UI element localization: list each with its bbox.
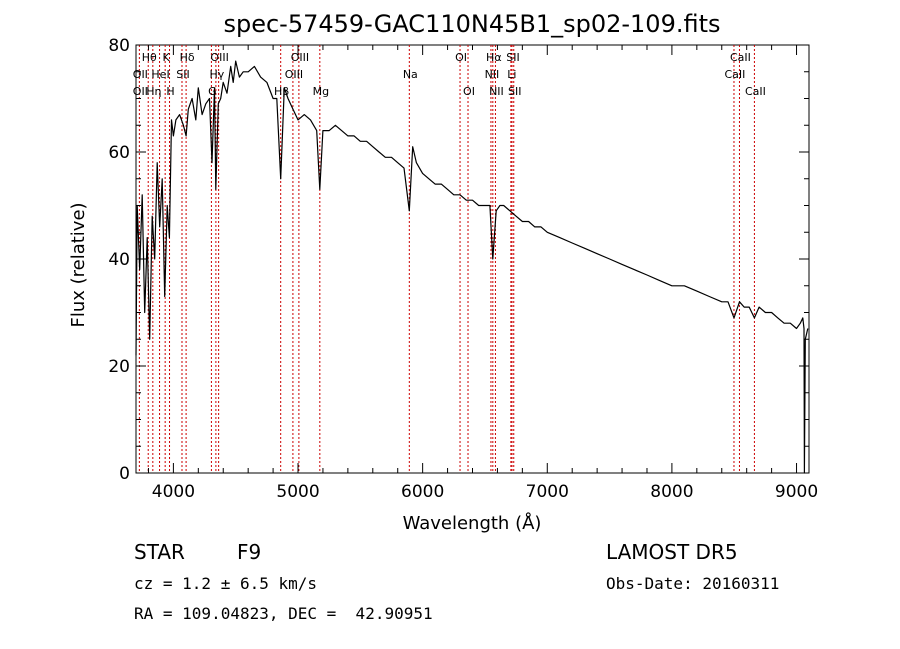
spectral-line-label: NII [485,68,500,81]
spectral-line-label: OIII [285,68,303,81]
spectral-line-markers [138,45,755,473]
coordinates: RA = 109.04823, DEC = 42.90951 [134,604,433,623]
spectral-line-label: SII [508,85,521,98]
spectral-line-label: CaII [745,85,766,98]
y-tick-label: 60 [108,143,130,163]
plot-frame [135,44,810,474]
spectral-line-label: OII [133,68,148,81]
x-tick-label: 4000 [152,482,195,502]
redshift-velocity: cz = 1.2 ± 6.5 km/s [134,574,318,593]
spectral-line-label: Hα [486,51,502,64]
spectral-line-label: SII [506,51,519,64]
survey-name: LAMOST DR5 [606,540,738,564]
spectral-line-label: G [208,85,217,98]
spectral-line-label: SII [176,68,189,81]
y-tick-label: 40 [108,250,130,270]
object-subclass: F9 [237,540,262,564]
spectral-line-label: OI [463,85,475,98]
y-axis: 0 20 40 60 80 [108,36,809,484]
x-axis: 4000 5000 6000 7000 8000 9000 [147,45,818,502]
spectral-line-label: Hδ [180,51,195,64]
spectral-line-label: Li [507,68,516,81]
x-tick-label: 8000 [650,482,693,502]
x-axis-label: Wavelength (Å) [403,512,542,534]
y-tick-label: 20 [108,357,130,377]
spectral-line-label: Hη [146,85,161,98]
spectral-line-label: OII [133,85,148,98]
x-tick-label: 5000 [276,482,319,502]
spectral-line-label: Mg [313,85,329,98]
x-tick-label: 6000 [401,482,444,502]
object-class: STAR [134,540,185,564]
spectrum-line [135,60,809,474]
spectral-line-label: CaII [730,51,751,64]
spectral-line-label: Hβ [274,85,289,98]
spectral-line-label: CaII [725,68,746,81]
y-tick-label: 80 [108,36,130,56]
y-tick-label: 0 [119,464,130,484]
spectral-line-label: K [163,51,171,64]
spectral-line-label: NII [489,85,504,98]
spectral-line-label: Na [403,68,418,81]
spectral-line-label: OIII [291,51,309,64]
spectral-line-label: HeI [151,68,169,81]
spectral-line-label: H [166,85,174,98]
x-tick-label: 7000 [526,482,569,502]
x-tick-label: 9000 [775,482,818,502]
spectral-line-label: OIII [210,51,228,64]
chart-title: spec-57459-GAC110N45B1_sp02-109.fits [223,10,720,38]
spectral-line-label: OI [455,51,467,64]
spectral-line-label: Hγ [209,68,224,81]
observation-date: Obs-Date: 20160311 [606,574,780,593]
spectral-line-label: Hθ [142,51,157,64]
y-axis-label: Flux (relative) [68,202,89,327]
